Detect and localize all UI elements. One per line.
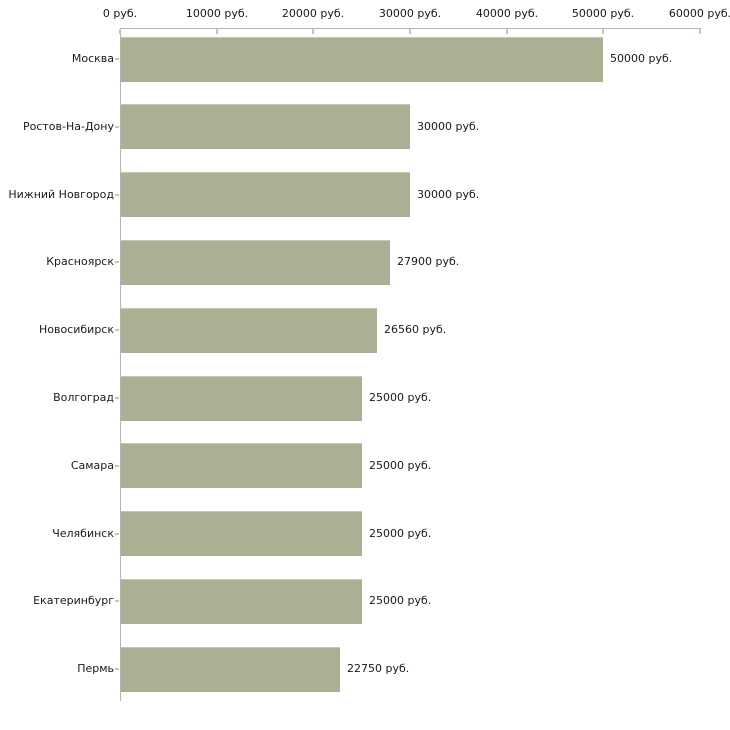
x-axis-tick-label: 50000 руб. [571, 7, 635, 20]
value-label: 30000 руб. [417, 120, 480, 133]
category-label: Москва [71, 52, 114, 65]
bar [121, 511, 362, 556]
x-axis-tick-label: 40000 руб. [475, 7, 539, 20]
bar [121, 240, 390, 285]
value-label: 27900 руб. [397, 255, 460, 268]
category-tick [115, 126, 119, 128]
x-axis-tick [216, 29, 218, 34]
value-label: 30000 руб. [417, 188, 480, 201]
value-label: 25000 руб. [369, 459, 432, 472]
category-label: Екатеринбург [33, 594, 114, 607]
bar [121, 443, 362, 488]
category-label: Волгоград [53, 391, 114, 404]
value-label: 50000 руб. [610, 52, 673, 65]
category-tick [115, 668, 119, 670]
value-label: 26560 руб. [384, 323, 447, 336]
bar [121, 579, 362, 624]
category-label: Красноярск [46, 255, 114, 268]
x-axis-tick-label: 60000 руб. [668, 7, 730, 20]
category-tick [115, 194, 119, 196]
value-label: 25000 руб. [369, 527, 432, 540]
category-label: Нижний Новгород [8, 188, 114, 201]
x-axis-tick [602, 29, 604, 34]
x-axis-line [120, 28, 701, 29]
category-tick [115, 465, 119, 467]
x-axis-tick-label: 10000 руб. [185, 7, 249, 20]
category-label: Ростов-На-Дону [22, 120, 114, 133]
bar [121, 104, 410, 149]
category-label: Пермь [77, 662, 114, 675]
category-tick [115, 397, 119, 399]
bar [121, 647, 340, 692]
y-axis-line [120, 28, 121, 701]
bar [121, 308, 377, 353]
category-tick [115, 261, 119, 263]
x-axis-tick [699, 29, 701, 34]
category-label: Самара [70, 459, 114, 472]
category-tick [115, 329, 119, 331]
category-tick [115, 533, 119, 535]
value-label: 25000 руб. [369, 391, 432, 404]
x-axis-tick [312, 29, 314, 34]
category-label: Челябинск [52, 527, 114, 540]
x-axis-tick [409, 29, 411, 34]
value-label: 25000 руб. [369, 594, 432, 607]
bar [121, 376, 362, 421]
x-axis-tick [506, 29, 508, 34]
value-label: 22750 руб. [347, 662, 410, 675]
category-tick [115, 600, 119, 602]
x-axis-tick [119, 29, 121, 34]
category-tick [115, 58, 119, 60]
bar [121, 37, 603, 82]
bar [121, 172, 410, 217]
x-axis-tick-label: 20000 руб. [281, 7, 345, 20]
x-axis-tick-label: 30000 руб. [378, 7, 442, 20]
category-label: Новосибирск [38, 323, 114, 336]
x-axis-tick-label: 0 руб. [102, 7, 138, 20]
